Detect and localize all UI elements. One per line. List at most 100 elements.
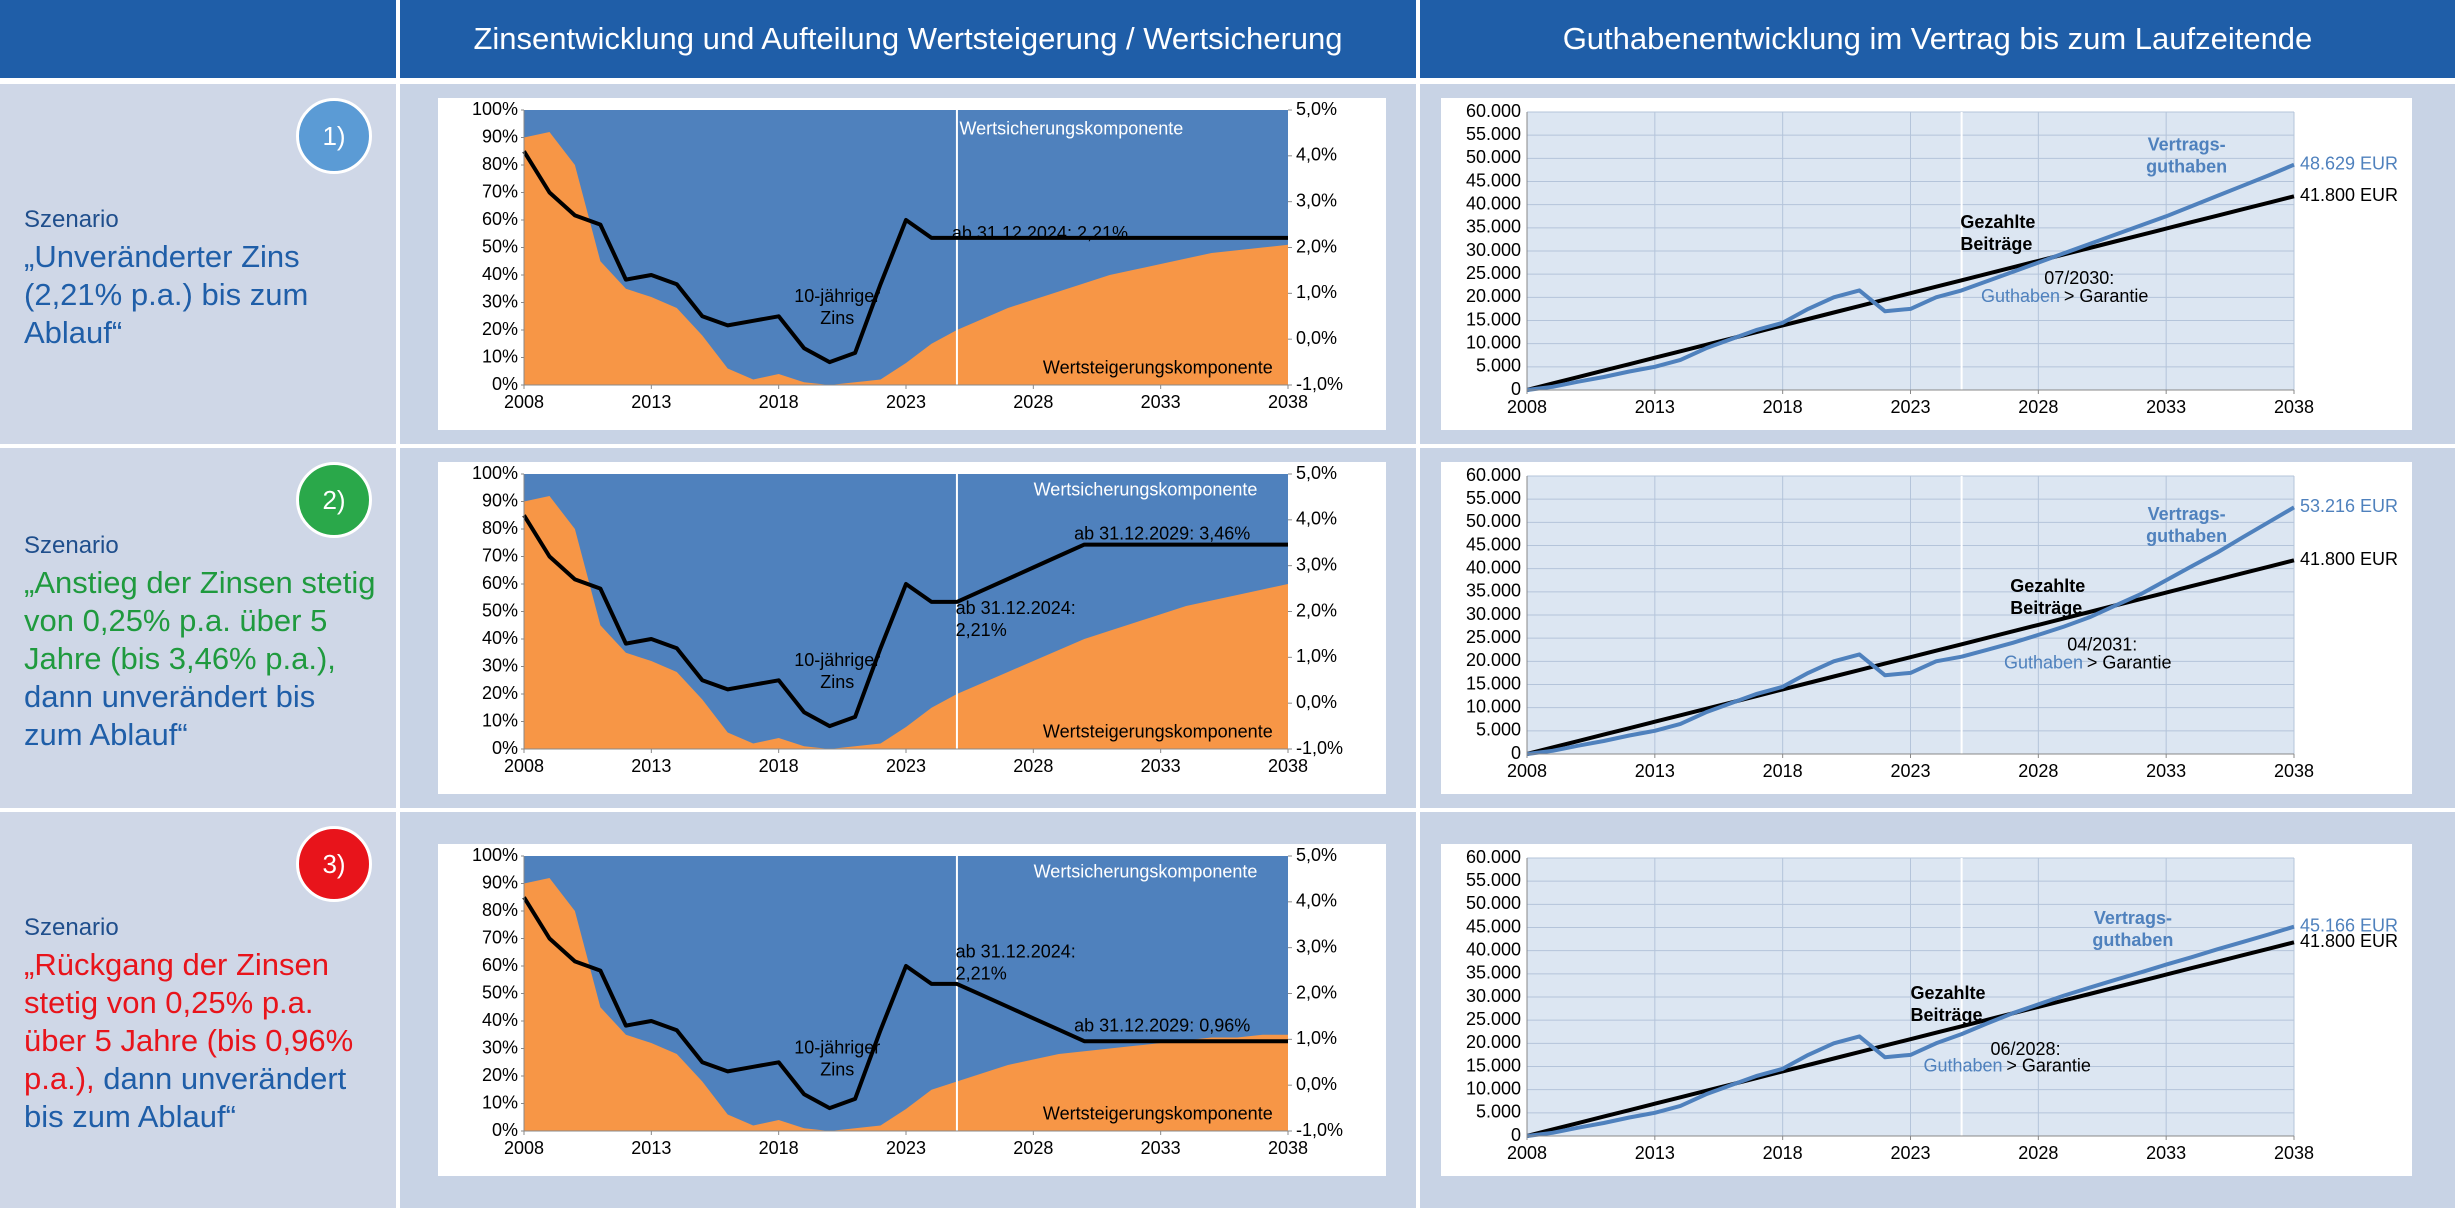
chart: 41.800 EUR 48.629 EUR 0 5.000 10.000 15.000 20… — [1466, 101, 2398, 417]
annotation-line: guthaben — [2146, 156, 2227, 176]
y-tick-label: 80% — [482, 518, 518, 538]
annotation-line: Vertrags- — [2148, 504, 2226, 524]
annotation-line: 2,21% — [956, 620, 1007, 640]
annotation-line: Zins — [820, 1059, 854, 1079]
x-tick-label: 2028 — [2018, 397, 2058, 417]
area — [524, 496, 1288, 749]
annotation-line: Gezahlte — [1911, 983, 1986, 1003]
y-tick-label: 90% — [482, 872, 518, 892]
x-tick-label: 2038 — [2274, 397, 2314, 417]
annotation: Wertsteigerungskomponente — [1043, 1103, 1273, 1123]
value-label: 48.629 EUR — [2300, 153, 2398, 173]
x-tick-label: 2033 — [1141, 756, 1181, 776]
annotation: Wertsteigerungskomponente — [1043, 357, 1273, 377]
annotation: ab 31.12.2024: 2,21% — [952, 223, 1128, 243]
annotation: > Garantie — [2087, 652, 2172, 672]
y2-tick-label: 1,0% — [1296, 282, 1337, 302]
description-segment: „Rückgang der Zinsen stetig von 0,25% p.… — [24, 947, 354, 1096]
x-tick-label: 2023 — [1890, 761, 1930, 781]
x-tick-label: 2033 — [2146, 1143, 2186, 1163]
x-tick-label: 2023 — [886, 756, 926, 776]
y-tick-label: 10.000 — [1466, 696, 1521, 716]
y2-tick-label: 4,0% — [1296, 891, 1337, 911]
description-segment: dann unverändert bis zum Ablauf“ — [24, 1061, 347, 1134]
y-tick-label: 90% — [482, 126, 518, 146]
y-tick-label: 0 — [1511, 379, 1521, 399]
chart-cell: 0% 10% 20% 30% 40% 50% 60% 70% 80% 90% 100% -1,0% 0,… — [400, 812, 1416, 1208]
y-tick-label: 25.000 — [1466, 263, 1521, 283]
x-tick-label: 2023 — [886, 392, 926, 412]
y2-tick-label: -1,0% — [1296, 738, 1343, 758]
line — [1526, 194, 2295, 392]
column-title: Guthabenentwicklung im Vertrag bis zum L… — [1420, 0, 2455, 78]
y-tick-label: 100% — [472, 845, 518, 865]
annotation-line: ab 31.12.2024: — [956, 941, 1076, 961]
annotation-line: > Garantie — [2087, 652, 2172, 672]
y-tick-label: 5.000 — [1476, 356, 1521, 376]
y-tick-label: 60% — [482, 955, 518, 975]
annotation: Vertrags-guthaben — [2092, 908, 2173, 950]
y-tick-label: 5.000 — [1476, 720, 1521, 740]
annotation-line: Zins — [820, 672, 854, 692]
y-tick-label: 40% — [482, 264, 518, 284]
annotation: Gezahlte Beiträge — [2010, 576, 2085, 618]
x-tick-label: 2018 — [759, 756, 799, 776]
y2-tick-label: 5,0% — [1296, 845, 1337, 865]
annotation-line: Beiträge — [1911, 1005, 1983, 1025]
annotation-line: ab 31.12.2029: 3,46% — [1074, 523, 1250, 543]
x-tick-label: 2028 — [1013, 1138, 1053, 1158]
scenario-description: „Rückgang der Zinsen stetig von 0,25% p.… — [24, 946, 376, 1136]
y-tick-label: 35.000 — [1466, 217, 1521, 237]
annotation-line: Wertsicherungskomponente — [1034, 479, 1258, 499]
line — [522, 150, 1288, 365]
y-tick-label: 25.000 — [1466, 627, 1521, 647]
line — [522, 514, 1288, 729]
y-tick-label: 50.000 — [1466, 147, 1521, 167]
y-tick-label: 60% — [482, 209, 518, 229]
x-tick-label: 2013 — [631, 392, 671, 412]
y-tick-label: 45.000 — [1466, 170, 1521, 190]
annotation: Gezahlte Beiträge — [1911, 983, 1986, 1025]
x-tick-label: 2008 — [1507, 761, 1547, 781]
annotation: Wertsicherungskomponente — [959, 118, 1183, 138]
description-segment: „Unveränderter Zins (2,21% p.a.) bis zum… — [24, 239, 309, 350]
y2-tick-label: 5,0% — [1296, 99, 1337, 119]
y-tick-label: 100% — [472, 463, 518, 483]
annotation-line: Zins — [820, 308, 854, 328]
annotation: ab 31.12.2029: 3,46% — [1074, 523, 1250, 543]
scenario-cell: 3) Szenario „Rückgang der Zinsen stetig vo… — [0, 812, 396, 1208]
area — [524, 132, 1288, 385]
x-tick-label: 2008 — [1507, 1143, 1547, 1163]
x-tick-label: 2028 — [2018, 1143, 2058, 1163]
y-tick-label: 5.000 — [1476, 1102, 1521, 1122]
value-label: 45.166 EUR — [2300, 915, 2398, 935]
y-tick-label: 60.000 — [1466, 101, 1521, 121]
y-tick-label: 55.000 — [1466, 124, 1521, 144]
chart-box: 41.800 EUR 53.216 EUR 0 5.000 10.000 15.000 20… — [1441, 462, 2412, 794]
scenario-description: „Unveränderter Zins (2,21% p.a.) bis zum… — [24, 238, 376, 352]
badge: 3) — [296, 826, 372, 902]
x-tick-label: 2008 — [504, 756, 544, 776]
annotation-line: Wertsteigerungskomponente — [1043, 357, 1273, 377]
line — [1526, 162, 2295, 392]
annotation-line: 10-jähriger — [794, 1037, 880, 1057]
annotation: 07/2030: — [2044, 268, 2114, 288]
chart-cell: 0% 10% 20% 30% 40% 50% 60% 70% 80% 90% 100% -1,0% 0,… — [400, 84, 1416, 444]
description-segment: „Anstieg der Zinsen stetig von 0,25% p.a… — [24, 565, 376, 676]
annotation: ab 31.12.2029: 0,96% — [1074, 1015, 1250, 1035]
annotation-line: 06/2028: — [1991, 1039, 2061, 1059]
badge: 1) — [296, 98, 372, 174]
description-segment: dann unverändert bis zum Ablauf“ — [24, 679, 316, 752]
x-tick-label: 2018 — [759, 1138, 799, 1158]
column-title: Zinsentwicklung und Aufteilung Wertsteig… — [400, 0, 1416, 78]
y-tick-label: 20.000 — [1466, 1032, 1521, 1052]
y-tick-label: 25.000 — [1466, 1009, 1521, 1029]
line — [1526, 924, 2295, 1138]
scenario-cell: 2) Szenario „Anstieg der Zinsen stetig von… — [0, 448, 396, 808]
annotation-line: Guthaben — [1923, 1055, 2002, 1075]
y-tick-label: 40.000 — [1466, 939, 1521, 959]
chart-box: 0% 10% 20% 30% 40% 50% 60% 70% 80% 90% 100% -1,0% 0,… — [438, 844, 1386, 1176]
y-tick-label: 40% — [482, 628, 518, 648]
annotation-line: 10-jähriger — [794, 650, 880, 670]
